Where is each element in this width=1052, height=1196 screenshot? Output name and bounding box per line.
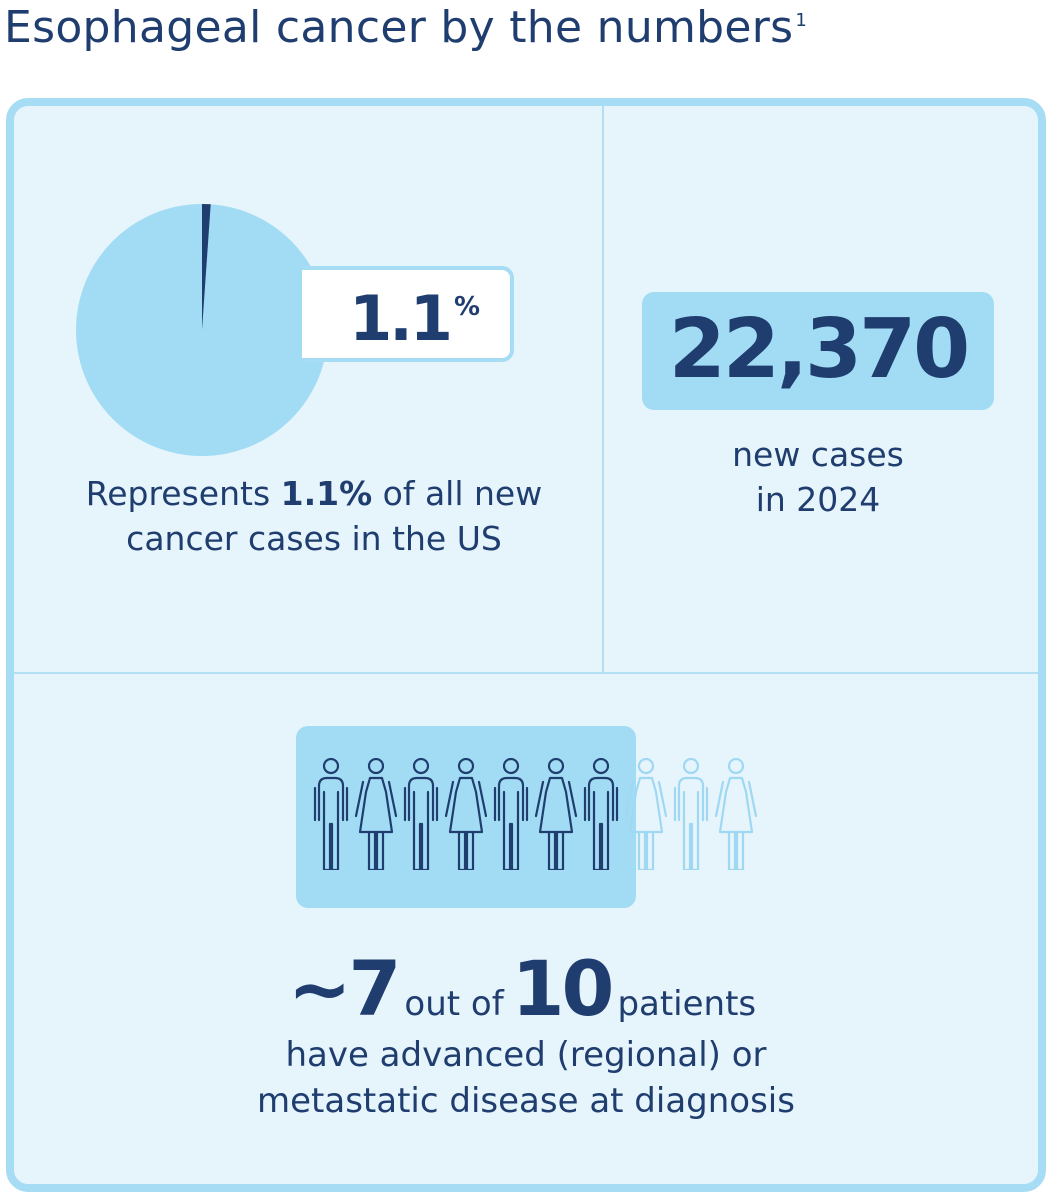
footnote-marker: 1: [795, 10, 808, 31]
page-title-text: Esophageal cancer by the numbers: [4, 2, 794, 53]
percent-caption-bold: 1.1%: [280, 474, 373, 513]
man-icon: [313, 758, 349, 870]
patients-stat: ~7 out of 10 patients: [14, 944, 1038, 1033]
pie-chart: [76, 204, 328, 456]
new-cases-caption-line2: in 2024: [755, 480, 881, 519]
pie-slice-highlight: [202, 204, 211, 330]
new-cases-caption-line1: new cases: [732, 435, 904, 474]
patients-suffix: patients: [617, 984, 757, 1024]
new-cases-box: 22,370: [642, 292, 994, 410]
patients-caption-line2: metastatic disease at diagnosis: [257, 1081, 795, 1121]
woman-icon: [444, 758, 488, 870]
patients-connector: out of: [404, 984, 504, 1024]
woman-icon: [624, 758, 668, 870]
patients-approx: ~7: [287, 944, 402, 1033]
vertical-divider: [602, 106, 604, 674]
woman-icon: [534, 758, 578, 870]
woman-icon: [714, 758, 758, 870]
woman-icon: [354, 758, 398, 870]
percent-unit: %: [453, 292, 480, 322]
people-figures: [313, 758, 758, 870]
new-cases-caption: new cases in 2024: [642, 432, 994, 522]
stats-card: 1.1% Represents 1.1% of all new cancer c…: [6, 98, 1046, 1192]
man-icon: [583, 758, 619, 870]
patients-caption-line1: have advanced (regional) or: [285, 1035, 767, 1075]
highlight-box: [296, 726, 636, 908]
percent-caption: Represents 1.1% of all new cancer cases …: [34, 471, 594, 561]
man-icon: [403, 758, 439, 870]
percent-number: 1.1: [349, 282, 453, 355]
patients-total: 10: [511, 944, 615, 1033]
percent-callout: 1.1%: [302, 266, 514, 362]
man-icon: [493, 758, 529, 870]
horizontal-divider: [14, 672, 1038, 674]
new-cases-value: 22,370: [668, 302, 970, 397]
percent-caption-after: of all new cancer cases in the US: [126, 474, 543, 558]
percent-caption-before: Represents: [85, 474, 281, 513]
man-icon: [673, 758, 709, 870]
percent-value: 1.1%: [349, 282, 480, 355]
page-title: Esophageal cancer by the numbers 1: [4, 2, 807, 53]
patients-caption: have advanced (regional) or metastatic d…: [14, 1032, 1038, 1124]
